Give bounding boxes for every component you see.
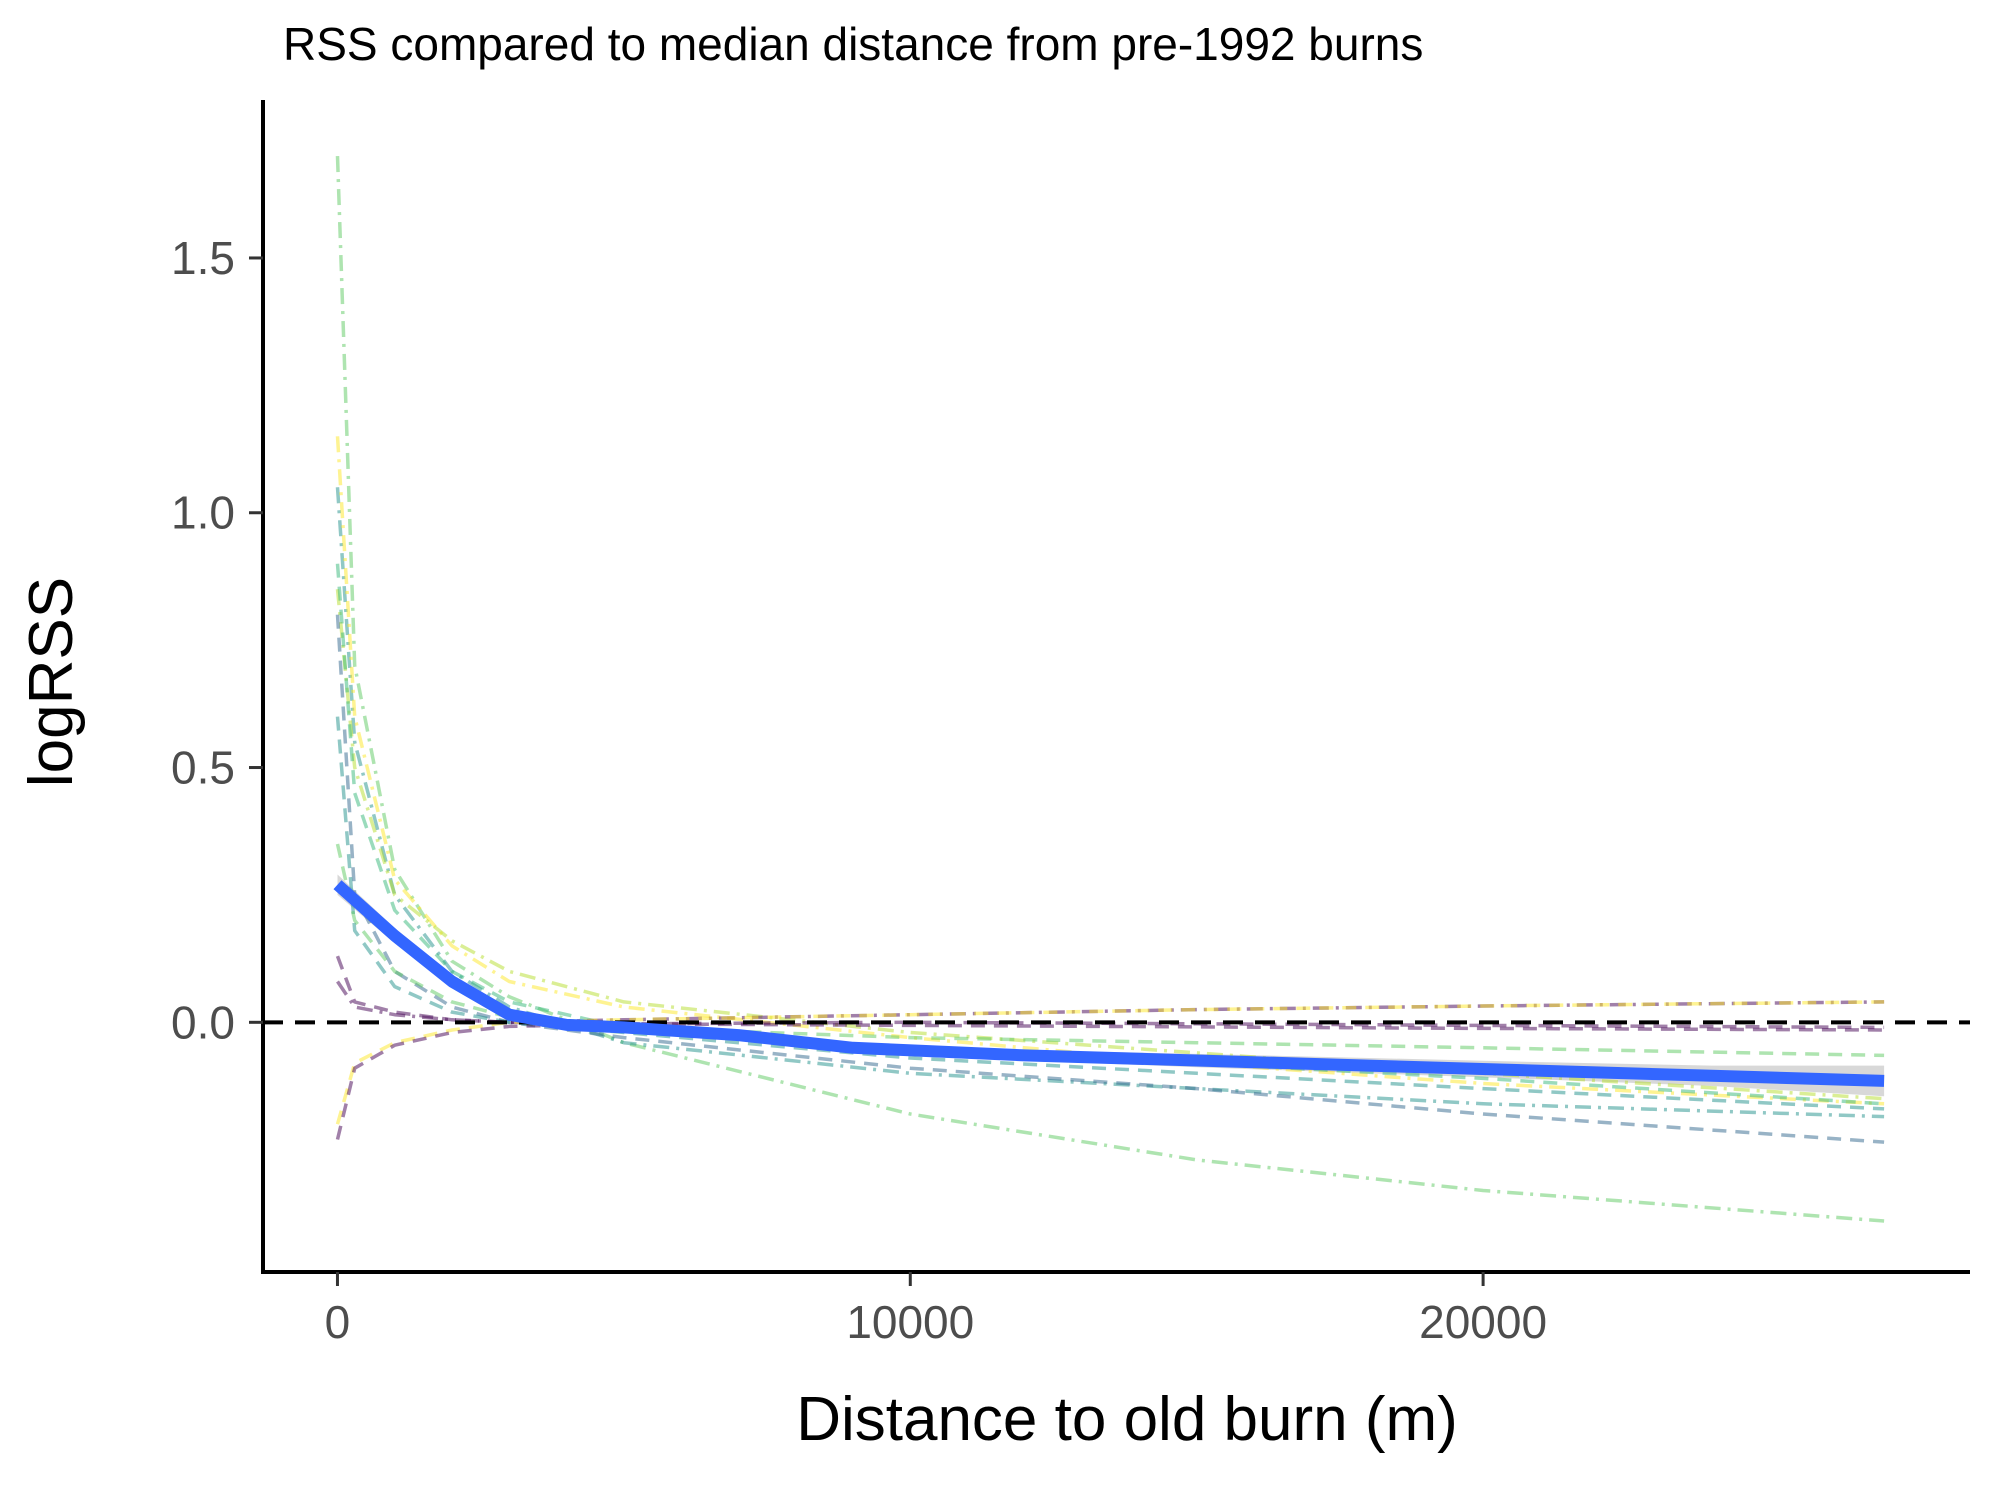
chart-title: RSS compared to median distance from pre… bbox=[283, 18, 1423, 70]
y-tick-label: 0.5 bbox=[171, 742, 235, 794]
mean-fit-line bbox=[333, 880, 1885, 1087]
mean-fit-layer bbox=[333, 880, 1885, 1087]
y-tick-label: 0.0 bbox=[171, 996, 235, 1048]
y-tick-label: 1.5 bbox=[171, 232, 235, 284]
axes bbox=[261, 100, 1970, 1274]
series-line-6 bbox=[335, 614, 1885, 1144]
series-line-9 bbox=[335, 955, 1885, 1032]
x-ticks: 0 10000 20000 bbox=[325, 1272, 1547, 1348]
series-line-3 bbox=[335, 436, 1885, 1106]
y-ticks: 0.0 0.5 1.0 1.5 bbox=[171, 232, 263, 1048]
x-tick-label: 10000 bbox=[846, 1296, 974, 1348]
series-line-12 bbox=[335, 1020, 1885, 1140]
y-axis-title: logRSS bbox=[17, 577, 86, 787]
x-tick-label: 20000 bbox=[1419, 1296, 1547, 1348]
x-axis-title: Distance to old burn (m) bbox=[796, 1385, 1458, 1454]
x-tick-label: 0 bbox=[325, 1296, 351, 1348]
y-tick-label: 1.0 bbox=[171, 487, 235, 539]
